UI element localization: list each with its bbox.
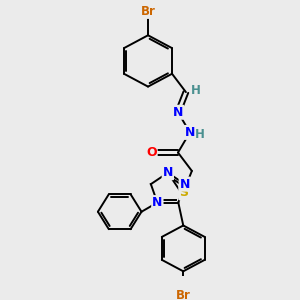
Text: N: N	[163, 166, 173, 179]
Text: H: H	[195, 128, 205, 141]
Text: N: N	[173, 106, 183, 119]
Text: O: O	[146, 146, 157, 159]
Text: Br: Br	[141, 5, 155, 18]
Text: N: N	[185, 126, 195, 139]
Text: S: S	[179, 186, 188, 200]
Text: N: N	[152, 196, 163, 209]
Text: Br: Br	[176, 289, 191, 300]
Text: N: N	[180, 178, 190, 190]
Text: H: H	[191, 84, 201, 97]
